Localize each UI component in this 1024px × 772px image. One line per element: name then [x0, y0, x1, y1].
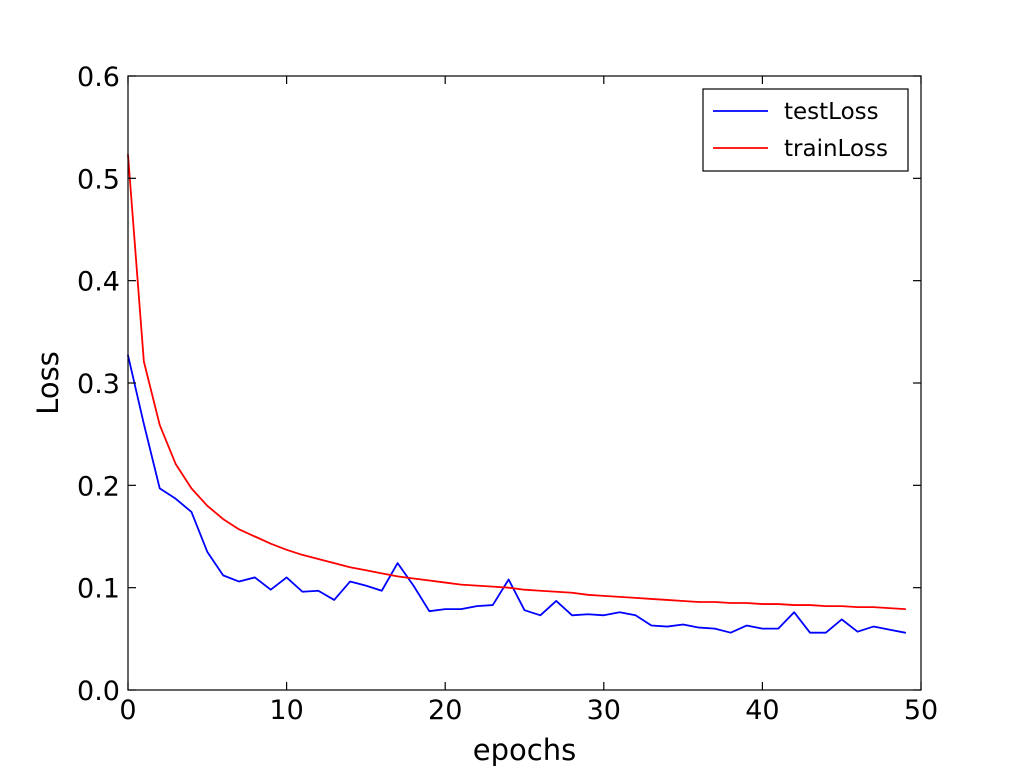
- y-tick-label-0: 0.0: [77, 676, 120, 707]
- x-tick-label-50: 50: [904, 695, 938, 726]
- x-tick-label-30: 30: [587, 695, 621, 726]
- series-layer: [127, 153, 907, 634]
- series-line-testloss: [127, 354, 907, 634]
- y-tick-label-0.4: 0.4: [77, 267, 120, 298]
- x-tick-label-20: 20: [428, 695, 462, 726]
- plot-frame: [127, 75, 922, 691]
- legend-box: [702, 88, 909, 172]
- y-tick-label-0.5: 0.5: [77, 164, 120, 195]
- y-tick-label-0.2: 0.2: [77, 471, 120, 502]
- y-axis-label: Loss: [31, 351, 65, 415]
- series-line-trainloss: [127, 153, 907, 611]
- labels-layer: 0 10 20 30 40 50 0.0 0.1 0.2 0.3 0.4 0.5 0.6: [77, 62, 938, 726]
- x-tick-label-10: 10: [269, 695, 303, 726]
- x-axis-label: epochs: [473, 733, 576, 767]
- x-tick-label-40: 40: [745, 695, 779, 726]
- y-tick-label-0.6: 0.6: [77, 62, 120, 93]
- y-tick-label-0.3: 0.3: [77, 369, 120, 400]
- legend-label-testloss: testLoss: [784, 99, 879, 125]
- y-tick-label-0.1: 0.1: [77, 574, 120, 605]
- legend: testLoss trainLoss: [702, 88, 909, 172]
- x-tick-label-0: 0: [119, 695, 136, 726]
- legend-label-trainloss: trainLoss: [784, 136, 888, 162]
